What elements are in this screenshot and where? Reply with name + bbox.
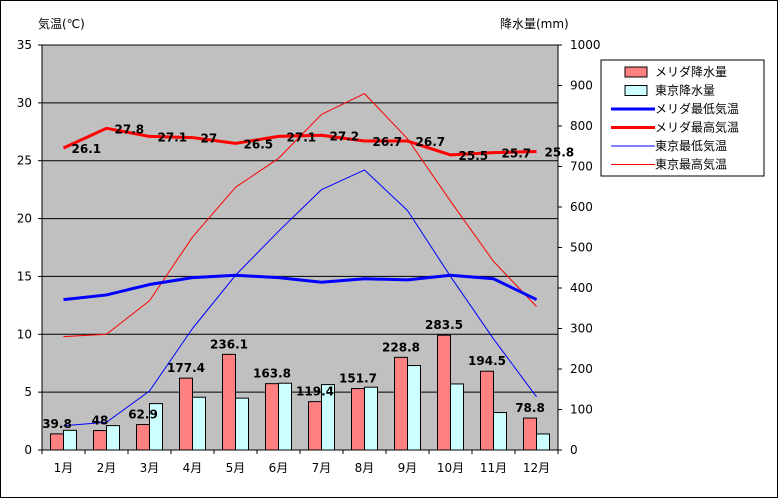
line-series — [63, 169, 537, 427]
x-tick-label: 12月 — [523, 461, 550, 475]
line-data-label: 27.8 — [115, 122, 145, 136]
right-tick-label: 700 — [570, 160, 593, 174]
y-right-axis-title: 降水量(mm) — [500, 17, 569, 31]
legend-label: メリダ最低気温 — [655, 101, 739, 116]
right-tick-label: 100 — [570, 403, 593, 417]
bar — [93, 430, 107, 451]
x-tick-label: 11月 — [480, 461, 507, 475]
bar-data-label: 39.8 — [42, 417, 72, 431]
left-tick-label: 20 — [17, 212, 32, 226]
line-data-label: 27 — [201, 132, 218, 146]
bar — [407, 365, 421, 451]
bar — [308, 401, 322, 451]
left-tick-label: 15 — [17, 269, 32, 283]
bar — [278, 382, 292, 451]
bar-data-label: 151.7 — [339, 372, 377, 386]
x-tick-label: 5月 — [226, 461, 246, 475]
line-data-label: 27.1 — [287, 130, 317, 144]
plot-area — [41, 44, 559, 451]
bar-data-label: 78.8 — [515, 401, 545, 415]
legend-swatch — [624, 85, 648, 96]
bar — [536, 433, 550, 451]
bar — [351, 388, 365, 451]
legend-label: メリダ降水量 — [655, 64, 727, 79]
x-tick-label: 4月 — [183, 461, 203, 475]
right-tick-label: 300 — [570, 322, 593, 336]
bar — [222, 353, 236, 451]
x-tick-label: 6月 — [269, 461, 289, 475]
x-tick-label: 7月 — [312, 461, 332, 475]
right-tick-label: 500 — [570, 241, 593, 255]
y-left-axis-title: 気温(℃) — [38, 16, 85, 31]
bar-data-label: 177.4 — [167, 361, 205, 375]
bar-data-label: 236.1 — [210, 337, 248, 351]
bar — [106, 425, 120, 451]
right-tick-label: 400 — [570, 281, 593, 295]
line-data-label: 25.5 — [459, 149, 489, 163]
line-data-label: 25.8 — [545, 145, 575, 159]
bar — [235, 397, 249, 451]
right-tick-label: 900 — [570, 79, 593, 93]
line-series — [62, 126, 537, 157]
legend-box — [600, 59, 765, 177]
bar — [265, 383, 279, 451]
legend-swatch — [624, 66, 648, 78]
bar — [321, 384, 335, 451]
x-tick-label: 1月 — [54, 461, 74, 475]
legend-label: 東京最高気温 — [655, 157, 727, 172]
bar-data-label: 194.5 — [468, 354, 506, 368]
bar — [394, 356, 408, 451]
bar — [136, 424, 150, 451]
right-tick-label: 800 — [570, 119, 593, 133]
bar — [364, 386, 378, 451]
left-tick-label: 35 — [17, 38, 32, 52]
legend-label: メリダ最高気温 — [655, 120, 739, 135]
x-tick-label: 10月 — [437, 461, 464, 475]
bar — [179, 377, 193, 451]
left-tick-label: 5 — [24, 385, 32, 399]
x-tick-label: 8月 — [355, 461, 375, 475]
bar — [50, 433, 64, 451]
bar — [192, 396, 206, 451]
right-tick-label: 200 — [570, 362, 593, 376]
left-tick-label: 30 — [17, 96, 32, 110]
line-data-label: 25.7 — [502, 147, 532, 161]
bar-data-label: 62.9 — [128, 408, 158, 422]
line-data-label: 26.7 — [373, 135, 403, 149]
bar-data-label: 119.4 — [296, 385, 334, 399]
legend-label: 東京降水量 — [655, 84, 715, 98]
x-tick-label: 2月 — [97, 461, 117, 475]
line-data-label: 27.2 — [330, 129, 360, 143]
left-tick-label: 0 — [24, 443, 32, 457]
bar — [480, 370, 494, 451]
line-data-label: 26.7 — [416, 135, 446, 149]
bar — [149, 403, 163, 451]
line-data-label: 26.1 — [72, 142, 102, 156]
line-series — [63, 273, 538, 302]
bar — [450, 383, 464, 451]
bar-data-label: 228.8 — [382, 340, 420, 354]
right-tick-label: 0 — [570, 443, 578, 457]
bar — [523, 417, 537, 451]
legend-label: 東京最低気温 — [655, 138, 727, 153]
right-tick-label: 600 — [570, 200, 593, 214]
x-tick-label: 3月 — [140, 461, 160, 475]
left-tick-label: 10 — [17, 327, 32, 341]
bar-data-label: 163.8 — [253, 367, 291, 381]
line-data-label: 26.5 — [244, 137, 274, 151]
right-tick-label: 1000 — [570, 38, 601, 52]
line-data-label: 27.1 — [158, 130, 188, 144]
x-tick-label: 9月 — [398, 461, 418, 475]
bar — [493, 412, 507, 451]
left-tick-label: 25 — [17, 154, 32, 168]
bar-data-label: 48 — [92, 414, 109, 428]
bar-data-label: 283.5 — [425, 318, 463, 332]
bar — [437, 334, 451, 451]
bar — [63, 429, 77, 451]
